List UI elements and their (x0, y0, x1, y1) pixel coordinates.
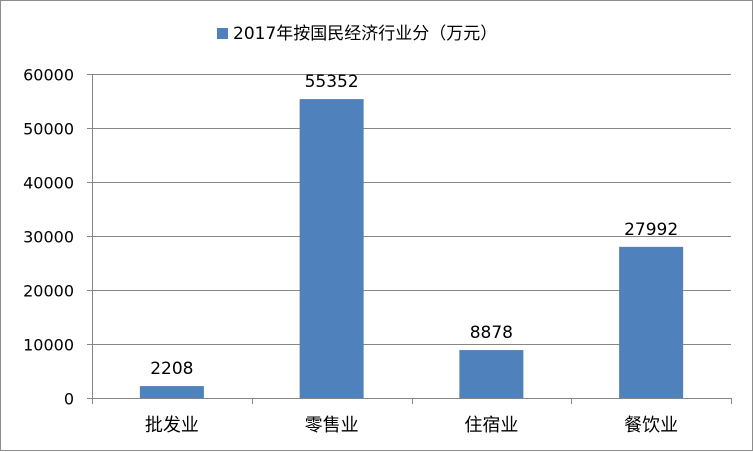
x-axis: 批发业 零售业 住宿业 餐饮业 (92, 398, 732, 436)
y-tick-label: 40000 (23, 174, 74, 193)
x-tick-label: 零售业 (305, 415, 359, 436)
y-tick-label: 20000 (23, 282, 74, 301)
bars (139, 99, 684, 399)
legend-swatch (217, 28, 228, 39)
data-label: 2208 (150, 359, 193, 379)
y-tick-label: 50000 (23, 120, 74, 139)
y-tick-label: 10000 (23, 336, 74, 355)
legend-label: 2017年按国民经济行业分（万元） (233, 24, 497, 44)
y-tick-label: 60000 (23, 66, 74, 85)
bar (459, 350, 524, 398)
bar (299, 99, 364, 399)
x-tick-label: 批发业 (145, 415, 199, 436)
data-label: 8878 (470, 323, 513, 343)
legend: 2017年按国民经济行业分（万元） (217, 24, 497, 44)
y-tick-label: 30000 (23, 228, 74, 247)
x-tick-label: 餐饮业 (624, 415, 678, 436)
y-axis: 0 10000 20000 30000 40000 50000 60000 (23, 66, 93, 409)
x-tick-label: 住宿业 (464, 415, 518, 436)
data-label: 27992 (624, 220, 678, 240)
bar (619, 246, 684, 398)
y-tick-label: 0 (64, 390, 74, 409)
data-labels: 2208 55352 8878 27992 (150, 72, 678, 379)
data-label: 55352 (305, 72, 359, 92)
bar (139, 386, 204, 398)
